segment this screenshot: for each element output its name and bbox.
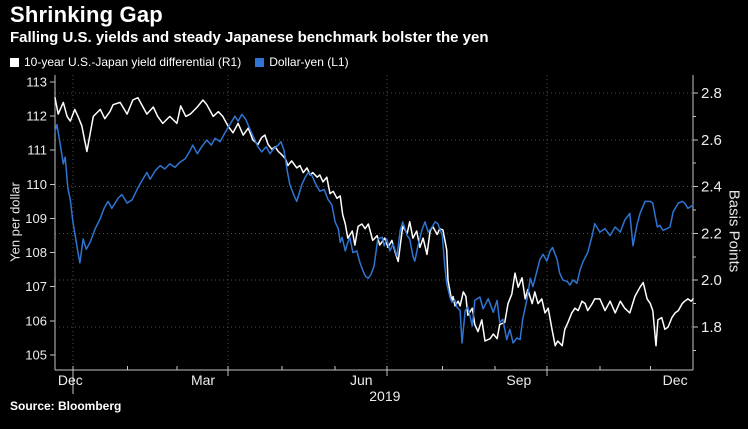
left-axis-tick-label: 112	[26, 109, 47, 124]
left-axis-tick-label: 113	[26, 74, 47, 89]
x-axis-month-label: Dec	[58, 372, 83, 388]
series-line-differential	[54, 96, 694, 347]
left-axis-tick-label: 106	[25, 313, 47, 328]
right-axis-tick-label: 1.8	[701, 319, 722, 336]
right-axis-tick-label: 2.2	[701, 225, 722, 242]
left-axis-tick-label: 111	[27, 143, 47, 158]
x-axis-month-label: Mar	[191, 372, 215, 388]
chart-title: Shrinking Gap	[10, 2, 163, 27]
x-axis-month-label: Dec	[663, 372, 688, 388]
left-axis-title: Yen per dollar	[7, 182, 23, 262]
right-axis-tick-label: 2.8	[701, 85, 722, 102]
legend-swatch-differential-icon	[10, 57, 19, 67]
legend-label-dollar-yen: Dollar-yen (L1)	[269, 55, 349, 69]
left-axis-tick-label: 105	[25, 347, 47, 362]
source-label: Source: Bloomberg	[10, 399, 122, 413]
chart-legend: 10-year U.S.-Japan yield differential (R…	[10, 55, 363, 69]
right-axis-tick-label: 2.6	[701, 132, 722, 149]
x-axis-month-label: Sep	[506, 372, 531, 388]
right-axis-tick-label: 2.0	[701, 272, 722, 289]
right-axis-tick-label: 2.4	[701, 179, 722, 196]
chart-subtitle: Falling U.S. yields and steady Japanese …	[10, 29, 489, 46]
right-axis-title: Basis Points	[725, 189, 743, 273]
x-axis-month-label: Jun	[350, 372, 373, 388]
legend-item-dollar-yen: Dollar-yen (L1)	[255, 55, 349, 69]
left-axis-tick-label: 108	[25, 245, 47, 260]
series-line-dollar-yen	[54, 113, 694, 344]
left-axis-tick-label: 109	[25, 211, 47, 226]
left-axis-tick-label: 107	[25, 279, 47, 294]
legend-label-differential: 10-year U.S.-Japan yield differential (R…	[24, 55, 242, 69]
left-axis-tick-label: 110	[26, 177, 47, 192]
legend-swatch-dollar-yen-icon	[255, 57, 265, 67]
legend-item-differential: 10-year U.S.-Japan yield differential (R…	[10, 55, 241, 69]
x-axis-year-label: 2019	[369, 388, 400, 404]
